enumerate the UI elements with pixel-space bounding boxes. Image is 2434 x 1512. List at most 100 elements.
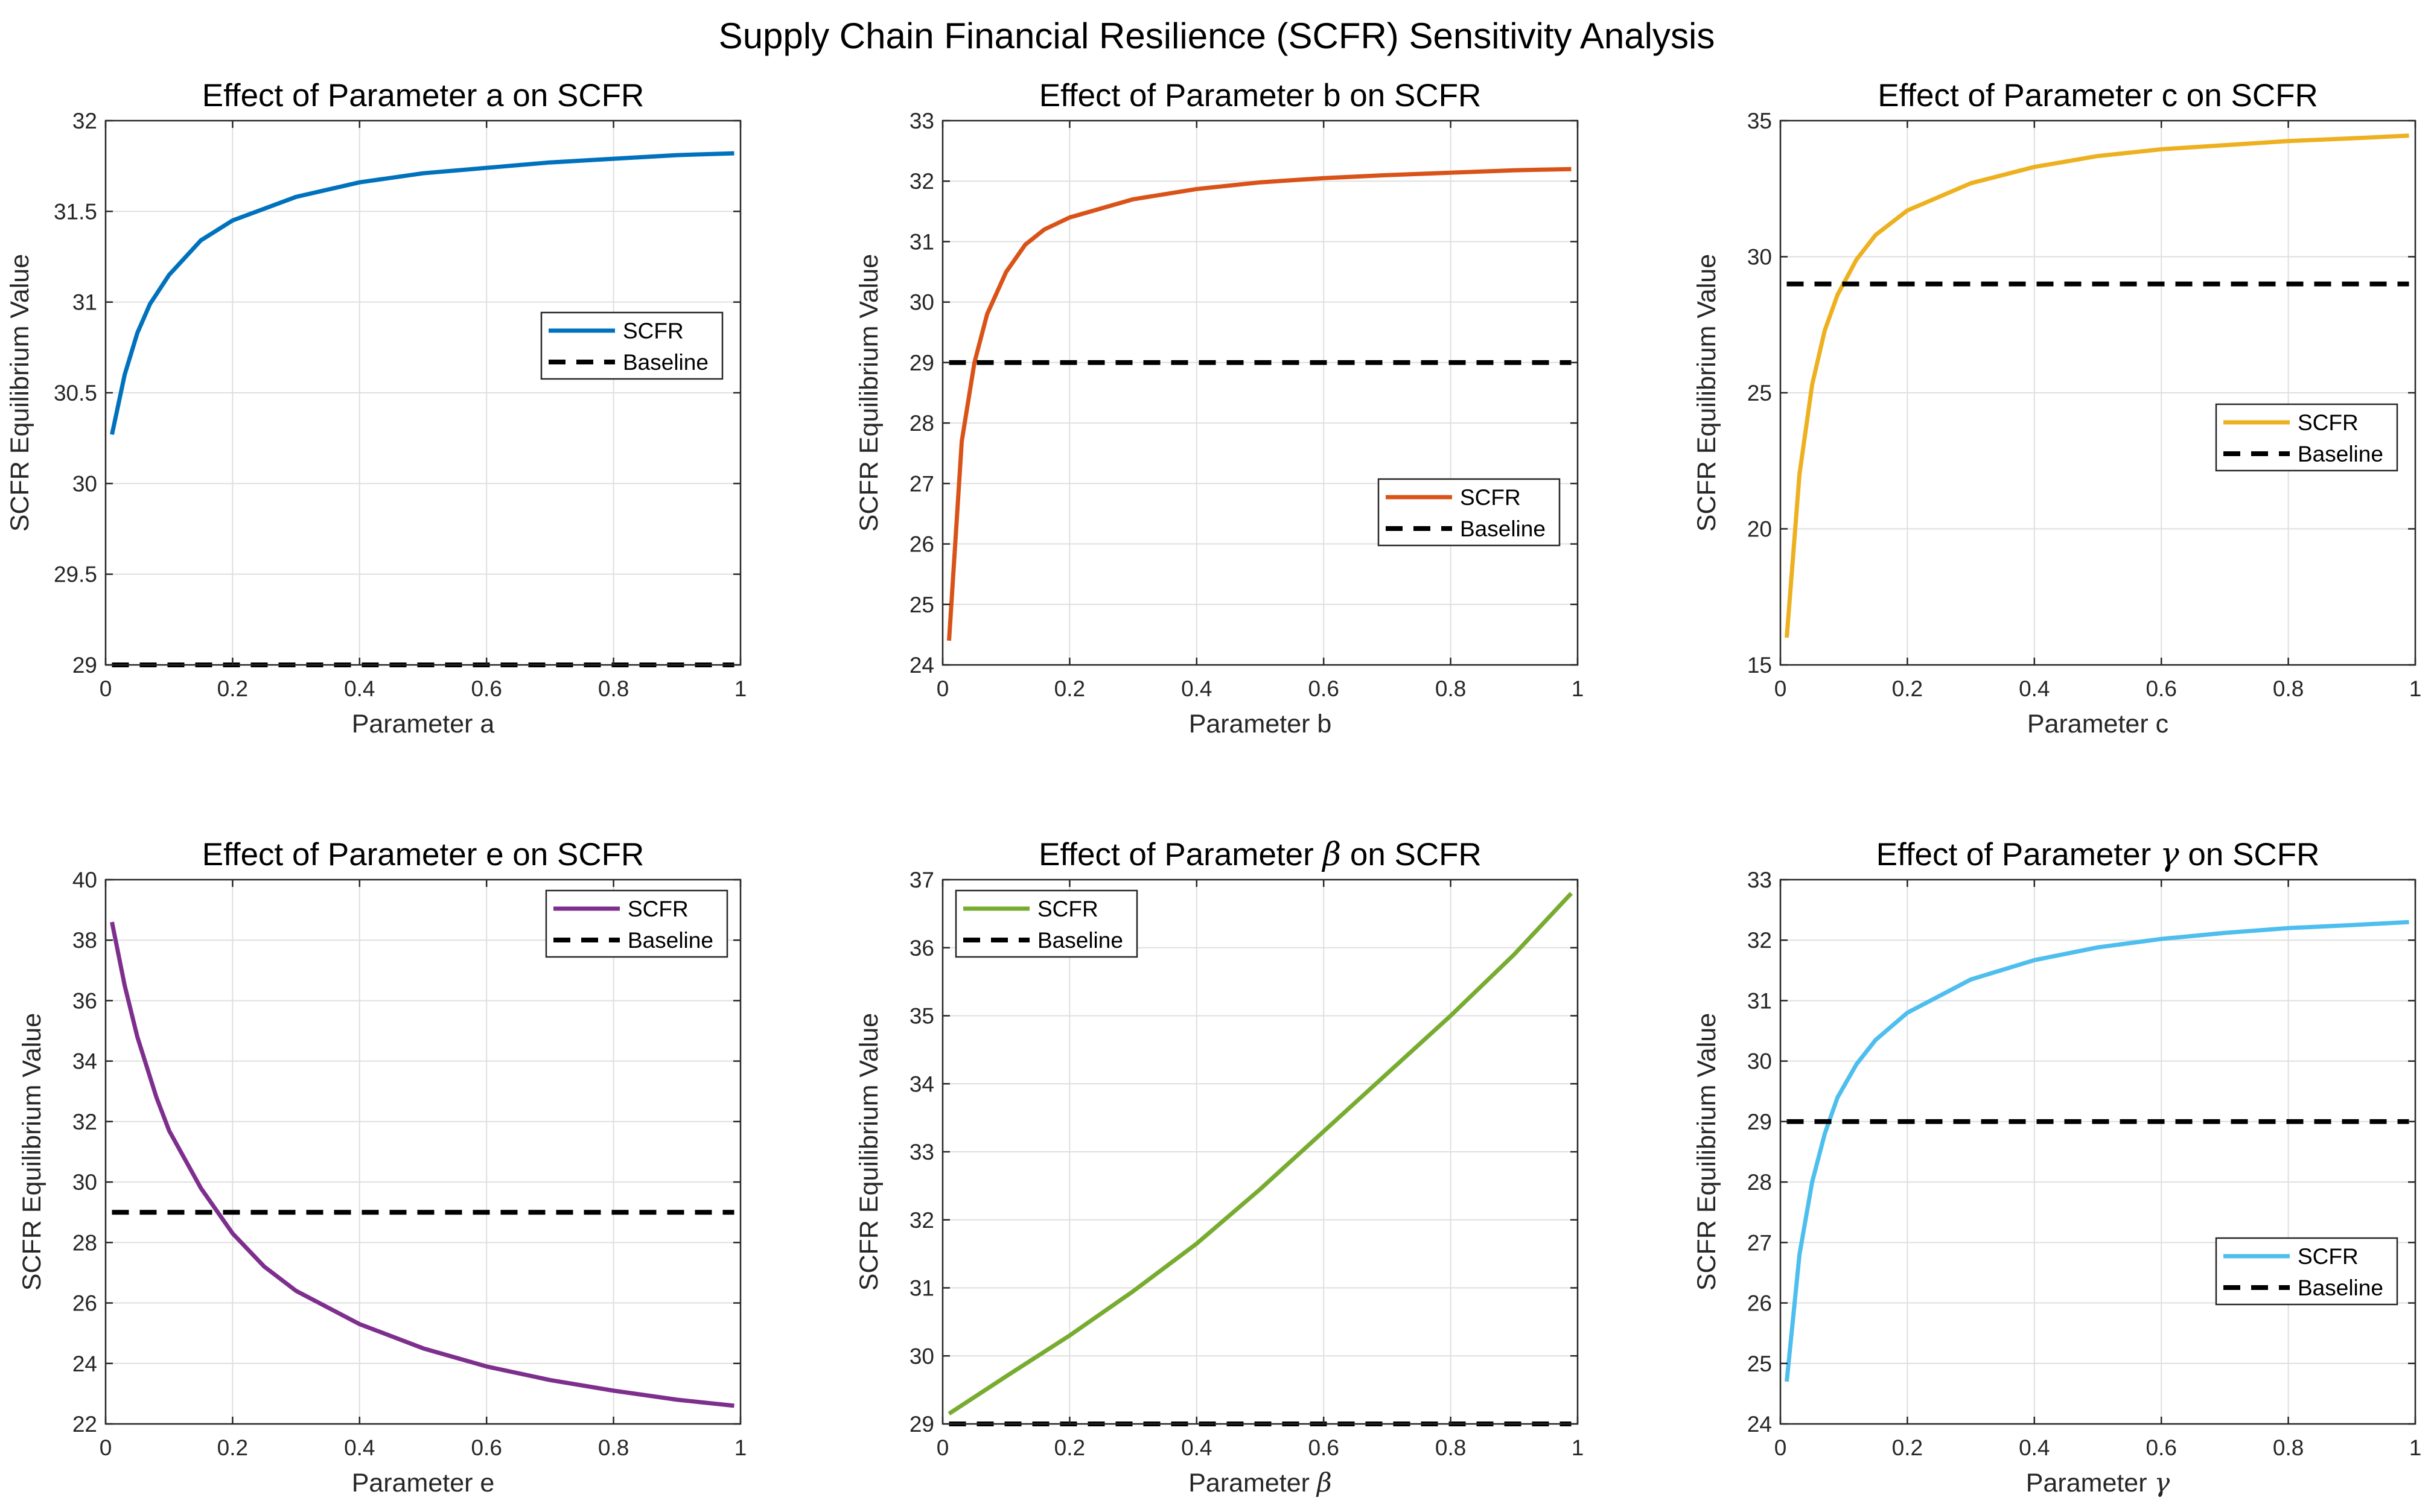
legend-label-scfr: SCFR <box>2298 410 2359 435</box>
x-axis-label-prefix: Parameter <box>1188 1469 1317 1498</box>
subplot-title-suffix: on SCFR <box>504 78 645 113</box>
x-tick-label: 0.2 <box>1054 676 1085 701</box>
legend: SCFR Baseline <box>2215 403 2398 472</box>
y-tick-label: 30 <box>72 1170 97 1195</box>
y-tick-label: 30 <box>910 290 934 315</box>
y-axis-label: SCFR Equilibrium Value <box>855 254 884 532</box>
y-tick-label: 37 <box>910 868 934 892</box>
x-axis-label-symbol: a <box>480 710 494 739</box>
subplot-title-prefix: Effect of Parameter <box>1039 837 1322 872</box>
subplot-title: Effect of Parameter a on SCFR <box>202 78 645 113</box>
x-tick-label: 0.2 <box>217 676 248 701</box>
y-tick-label: 30.5 <box>54 381 97 405</box>
x-tick-label: 1 <box>734 676 747 701</box>
legend-label-baseline: Baseline <box>1037 928 1123 953</box>
axes-box <box>1779 878 2416 1425</box>
x-axis-label-prefix: Parameter <box>1189 710 1317 739</box>
x-tick-label: 1 <box>2409 676 2422 701</box>
subplot-title-prefix: Effect of Parameter <box>1876 837 2160 872</box>
x-axis-label-symbol: c <box>2156 710 2169 739</box>
x-tick-label: 0.6 <box>2146 676 2176 701</box>
x-axis-label-prefix: Parameter <box>2026 1469 2155 1498</box>
x-tick-label: 0.4 <box>1181 1435 1212 1460</box>
x-tick-label: 0.6 <box>1308 676 1339 701</box>
subplot-title-symbol: a <box>486 78 504 113</box>
legend-label-scfr: SCFR <box>1460 485 1521 510</box>
x-axis-label-symbol: γ <box>2155 1468 2170 1498</box>
subplot-title: Effect of Parameter γ on SCFR <box>1876 836 2320 873</box>
x-tick-label: 0.8 <box>598 1435 629 1460</box>
subplot-title-prefix: Effect of Parameter <box>202 837 486 872</box>
x-tick-label: 0.4 <box>2019 676 2050 701</box>
x-tick-label: 1 <box>1572 1435 1584 1460</box>
y-axis-label: SCFR Equilibrium Value <box>18 1013 46 1291</box>
subplot-title-suffix: on SCFR <box>2178 78 2318 113</box>
y-tick-label: 30 <box>1747 245 1772 270</box>
plot-area <box>106 880 741 1424</box>
legend-box <box>2215 403 2398 472</box>
subplot-title-suffix: on SCFR <box>1341 837 1482 872</box>
x-tick-label: 0.4 <box>344 676 375 701</box>
x-tick-label: 0.2 <box>1892 676 1923 701</box>
legend-label-baseline: Baseline <box>628 928 713 953</box>
x-axis-label-prefix: Parameter <box>352 710 480 739</box>
subplot-5: 0 0.2 0.4 0.6 0.8 1 29 30 31 32 33 34 35 36 37 SCFR Equ… <box>855 836 1584 1498</box>
y-tick-label: 27 <box>1747 1230 1772 1255</box>
x-tick-label: 0.8 <box>1435 676 1466 701</box>
y-tick-label: 29 <box>72 653 97 678</box>
x-tick-label: 0.4 <box>1181 676 1212 701</box>
series-line-scfr <box>947 167 1572 641</box>
plot-area <box>1780 880 2415 1424</box>
subplot-title-prefix: Effect of Parameter <box>202 78 486 113</box>
axes-box <box>104 878 742 1425</box>
subplot-title-suffix: on SCFR <box>1341 78 1482 113</box>
x-axis-label: Parameter e <box>352 1469 495 1498</box>
x-tick-label: 0.8 <box>1435 1435 1466 1460</box>
legend: SCFR Baseline <box>540 311 724 380</box>
x-tick-label: 0 <box>937 676 949 701</box>
y-tick-label: 30 <box>1747 1049 1772 1074</box>
y-tick-label: 28 <box>72 1230 97 1255</box>
x-tick-label: 1 <box>1572 676 1584 701</box>
subplot-2: 0 0.2 0.4 0.6 0.8 1 24 25 26 27 28 29 30 31 32 33 SCFR E… <box>855 78 1584 739</box>
subplot-title: Effect of Parameter e on SCFR <box>202 837 645 872</box>
subplot-title-prefix: Effect of Parameter <box>1878 78 2161 113</box>
x-tick-label: 0.8 <box>2273 1435 2304 1460</box>
y-tick-label: 34 <box>72 1049 97 1074</box>
y-tick-label: 29 <box>910 1412 934 1437</box>
legend-label-scfr: SCFR <box>1037 897 1098 921</box>
y-tick-label: 31 <box>72 290 97 315</box>
subplot-title-suffix: on SCFR <box>504 837 645 872</box>
y-tick-label: 28 <box>1747 1170 1772 1195</box>
x-tick-label: 0.2 <box>1892 1435 1923 1460</box>
subplot-4: 0 0.2 0.4 0.6 0.8 1 22 24 26 28 30 32 34 36 38 40 SCFR E… <box>18 837 747 1498</box>
y-tick-label: 29 <box>1747 1110 1772 1134</box>
x-axis-label-symbol: e <box>480 1469 494 1498</box>
y-tick-label: 33 <box>910 109 934 133</box>
y-tick-label: 30 <box>72 471 97 496</box>
subplot-title: Effect of Parameter c on SCFR <box>1878 78 2318 113</box>
x-tick-label: 0.8 <box>2273 676 2304 701</box>
legend: SCFR Baseline <box>2215 1237 2398 1306</box>
subplots: 0 0.2 0.4 0.6 0.8 1 29 29.5 30 30.5 31 31.5 32 SCFR E… <box>5 78 2421 1498</box>
axes-box <box>941 119 1579 666</box>
legend-label-baseline: Baseline <box>2298 1275 2383 1300</box>
y-tick-label: 26 <box>72 1291 97 1316</box>
y-tick-label: 33 <box>1747 868 1772 892</box>
legend-label-scfr: SCFR <box>628 897 689 921</box>
x-axis-label: Parameter β <box>1188 1468 1332 1498</box>
x-tick-label: 0 <box>100 676 112 701</box>
x-tick-label: 0 <box>100 1435 112 1460</box>
series-line-scfr <box>1785 133 2409 638</box>
x-tick-label: 0.6 <box>471 1435 502 1460</box>
x-tick-label: 0 <box>1774 1435 1787 1460</box>
legend-label-scfr: SCFR <box>623 319 684 343</box>
y-tick-label: 28 <box>910 411 934 436</box>
subplot-6: 0 0.2 0.4 0.6 0.8 1 24 25 26 27 28 29 30 31 32 33 SCFR E… <box>1692 836 2421 1498</box>
subplot-1: 0 0.2 0.4 0.6 0.8 1 29 29.5 30 30.5 31 31.5 32 SCFR E… <box>5 78 747 739</box>
legend-box <box>955 889 1138 958</box>
x-tick-label: 0.6 <box>1308 1435 1339 1460</box>
y-tick-label: 25 <box>1747 1352 1772 1376</box>
y-tick-label: 36 <box>72 988 97 1013</box>
